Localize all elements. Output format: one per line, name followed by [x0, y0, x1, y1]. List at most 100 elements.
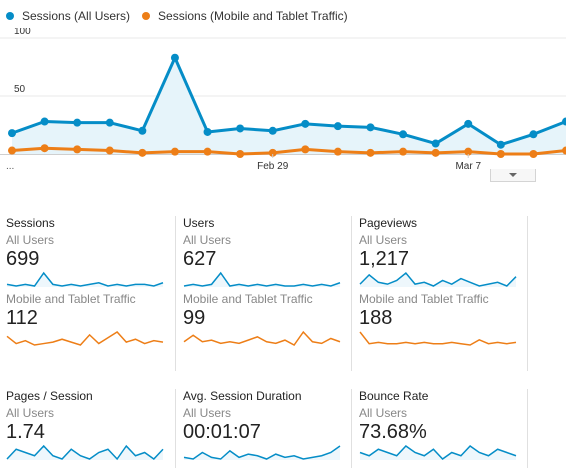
segment-label: All Users: [359, 406, 408, 420]
segment-label: All Users: [6, 406, 55, 420]
data-point-mobile-tablet[interactable]: [333, 147, 342, 156]
data-point-mobile-tablet[interactable]: [8, 146, 16, 155]
metric-value: 699: [6, 248, 40, 270]
data-point-all-users[interactable]: [366, 123, 375, 132]
sparkline-line: [183, 445, 341, 460]
data-point-all-users[interactable]: [301, 119, 310, 128]
y-tick-label: 50: [14, 84, 26, 95]
data-point-mobile-tablet[interactable]: [40, 144, 49, 153]
metric-value: 99: [183, 307, 206, 329]
sparkline-line: [183, 271, 341, 287]
sparkline: [183, 445, 341, 460]
sparkline-area: [184, 446, 340, 460]
metric-value: 73.68%: [359, 421, 427, 443]
sparkline-area: [360, 273, 516, 287]
metric-value: 627: [183, 248, 217, 270]
sparkline: [359, 445, 517, 460]
data-point-all-users[interactable]: [8, 129, 16, 138]
metric-value: 188: [359, 307, 393, 329]
data-point-all-users[interactable]: [268, 126, 277, 135]
metric-value: 1.74: [6, 421, 45, 443]
data-point-all-users[interactable]: [138, 126, 147, 135]
data-point-all-users[interactable]: [105, 118, 114, 127]
legend-blue-dot-icon: [6, 12, 14, 20]
data-point-all-users[interactable]: [496, 140, 505, 149]
data-point-all-users[interactable]: [431, 139, 440, 148]
metric-tile[interactable]: Bounce Rate All Users 73.68%: [359, 389, 523, 461]
data-point-all-users[interactable]: [73, 118, 82, 127]
legend-label-all-users: Sessions (All Users): [22, 9, 131, 23]
data-point-all-users[interactable]: [399, 130, 408, 139]
metric-title: Sessions: [6, 216, 55, 230]
series-line-all-users: [11, 56, 566, 147]
chevron-down-icon: [509, 173, 517, 177]
tile-divider: [351, 389, 352, 468]
data-point-mobile-tablet[interactable]: [236, 150, 245, 158]
chart-legend: Sessions (All Users) Sessions (Mobile an…: [6, 8, 360, 24]
x-tick-label: Feb 29: [257, 161, 289, 172]
metric-title: Pages / Session: [6, 389, 93, 403]
legend-item-all-users[interactable]: Sessions (All Users): [6, 9, 130, 23]
metric-value: 00:01:07: [183, 421, 261, 443]
chart-expand-toggle[interactable]: [490, 169, 536, 182]
metric-tile[interactable]: Users All Users 627 Mobile and Tablet Traff…: [183, 216, 347, 347]
sparkline-line: [6, 271, 164, 287]
x-start-label: ...: [6, 161, 14, 172]
metric-tile[interactable]: Avg. Session Duration All Users 00:01:07: [183, 389, 347, 461]
data-point-mobile-tablet[interactable]: [138, 148, 147, 157]
legend-label-mobile-tablet: Sessions (Mobile and Tablet Traffic): [158, 9, 348, 23]
tile-divider: [175, 389, 176, 468]
sparkline-area: [360, 446, 516, 460]
metric-tile[interactable]: Pages / Session All Users 1.74: [6, 389, 170, 461]
data-point-mobile-tablet[interactable]: [268, 148, 277, 157]
data-point-all-users[interactable]: [333, 122, 342, 131]
metric-value: 1,217: [359, 248, 410, 270]
data-point-all-users[interactable]: [40, 117, 49, 126]
data-point-mobile-tablet[interactable]: [496, 150, 505, 158]
segment-label: All Users: [183, 406, 232, 420]
sparkline-line: [6, 331, 164, 346]
tile-divider: [175, 216, 176, 371]
x-tick-label: Mar 7: [455, 161, 481, 172]
segment-label: All Users: [359, 233, 408, 247]
series-line-mobile-tablet: [11, 146, 566, 156]
metric-title: Avg. Session Duration: [183, 389, 302, 403]
sparkline-line: [359, 271, 517, 287]
data-point-mobile-tablet[interactable]: [203, 147, 212, 156]
sparkline-line: [183, 330, 341, 346]
data-point-all-users[interactable]: [464, 119, 473, 128]
sparkline: [359, 331, 517, 346]
data-point-all-users[interactable]: [170, 53, 179, 62]
data-point-mobile-tablet[interactable]: [399, 147, 408, 156]
data-point-all-users[interactable]: [562, 117, 566, 126]
metric-title: Users: [183, 216, 215, 230]
segment-label: Mobile and Tablet Traffic: [359, 292, 489, 306]
y-tick-label: 100: [14, 28, 31, 37]
data-point-mobile-tablet[interactable]: [562, 146, 566, 155]
metric-tile[interactable]: Pageviews All Users 1,217 Mobile and Tablet…: [359, 216, 523, 347]
legend-item-mobile-tablet[interactable]: Sessions (Mobile and Tablet Traffic): [142, 9, 348, 23]
data-point-mobile-tablet[interactable]: [366, 148, 375, 157]
metric-value: 112: [6, 307, 38, 329]
sparkline-line: [6, 444, 164, 461]
data-point-mobile-tablet[interactable]: [170, 147, 179, 156]
sparkline: [6, 271, 164, 287]
data-point-all-users[interactable]: [203, 127, 212, 136]
sparkline: [359, 271, 517, 287]
data-point-all-users[interactable]: [529, 130, 538, 139]
metric-tile[interactable]: Sessions All Users 699 Mobile and Tablet Tr…: [6, 216, 170, 347]
data-point-mobile-tablet[interactable]: [464, 147, 473, 156]
data-point-mobile-tablet[interactable]: [301, 145, 310, 154]
segment-label: Mobile and Tablet Traffic: [6, 292, 136, 306]
data-point-mobile-tablet[interactable]: [105, 146, 114, 155]
data-point-mobile-tablet[interactable]: [529, 150, 538, 158]
tile-divider: [351, 216, 352, 371]
segment-label: All Users: [183, 233, 232, 247]
sparkline: [6, 444, 164, 461]
tile-divider: [527, 389, 528, 468]
metric-title: Bounce Rate: [359, 389, 429, 403]
data-point-all-users[interactable]: [236, 124, 245, 133]
tile-divider: [527, 216, 528, 371]
data-point-mobile-tablet[interactable]: [431, 148, 440, 157]
data-point-mobile-tablet[interactable]: [73, 145, 82, 154]
